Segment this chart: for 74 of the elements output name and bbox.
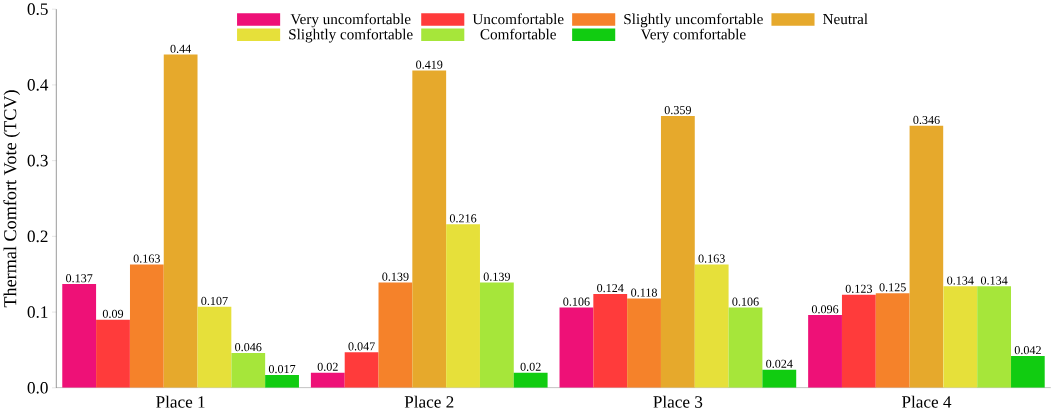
data-label: 0.216	[449, 214, 477, 223]
data-label: 0.139	[483, 272, 510, 281]
bar	[446, 224, 480, 388]
data-label: 0.44	[170, 44, 192, 53]
data-label: 0.042	[1014, 345, 1041, 355]
data-label: 0.017	[268, 364, 296, 374]
bar	[231, 352, 266, 388]
x-tick-label: Place 2	[404, 395, 454, 408]
data-label: 0.419	[416, 60, 443, 69]
bar	[62, 284, 97, 388]
bar	[479, 282, 514, 388]
x-tick-label: Place 3	[653, 395, 703, 408]
legend-label: Very comfortable	[640, 28, 746, 43]
bar	[310, 372, 345, 388]
data-label: 0.346	[913, 115, 940, 125]
data-label: 0.02	[520, 362, 541, 371]
data-label: 0.106	[732, 297, 759, 306]
legend-label: Slightly comfortable	[289, 28, 413, 43]
bar	[593, 293, 628, 388]
data-label: 0.096	[811, 305, 839, 314]
legend-label: Comfortable	[480, 28, 556, 40]
data-label: 0.118	[631, 288, 657, 297]
y-tick-label: 0.3	[27, 154, 48, 167]
bar	[412, 70, 447, 388]
data-label: 0.134	[947, 276, 974, 285]
legend-label: Slightly uncomfortable	[624, 13, 763, 28]
data-label: 0.125	[879, 283, 906, 292]
bar	[909, 125, 944, 388]
data-label: 0.163	[133, 254, 160, 263]
data-label: 0.106	[563, 297, 590, 306]
bar	[1011, 355, 1045, 388]
data-label: 0.134	[980, 276, 1008, 285]
legend-label: Uncomfortable	[472, 13, 564, 25]
bar	[96, 319, 130, 388]
y-axis-title: Thermal Comfort Vote (TCV)	[3, 90, 21, 308]
data-label: 0.139	[382, 272, 409, 281]
bar	[163, 54, 198, 388]
data-label: 0.123	[845, 284, 873, 293]
legend-label: Very uncomfortable	[290, 13, 411, 28]
bar	[875, 293, 910, 388]
data-label: 0.137	[66, 274, 93, 283]
bar	[378, 282, 413, 388]
data-label: 0.163	[698, 254, 725, 263]
data-label: 0.046	[235, 342, 262, 352]
data-label: 0.359	[664, 105, 691, 115]
y-tick-label: 0.4	[27, 79, 49, 91]
x-tick-label: Place 1	[156, 395, 205, 408]
bar	[977, 286, 1012, 388]
y-tick-label: 0.0	[27, 381, 48, 394]
bar	[943, 286, 978, 388]
legend-label: Neutral	[823, 13, 868, 25]
bar	[627, 298, 661, 388]
bar	[344, 352, 379, 388]
bar	[728, 307, 763, 388]
bar	[762, 369, 797, 388]
x-tick-label: Place 4	[901, 395, 952, 408]
data-label: 0.107	[201, 296, 228, 306]
data-label: 0.124	[597, 283, 624, 293]
y-tick-label: 0.5	[27, 3, 48, 15]
bar	[197, 306, 232, 388]
bar	[841, 294, 876, 388]
bar	[559, 307, 594, 388]
bar	[129, 264, 164, 388]
bar	[808, 315, 842, 388]
y-tick-label: 0.2	[27, 230, 48, 243]
data-label: 0.047	[348, 342, 375, 351]
bar	[660, 115, 695, 388]
data-label: 0.024	[766, 359, 793, 368]
y-tick-label: 0.1	[27, 306, 48, 318]
bar	[694, 264, 729, 388]
bar	[513, 372, 548, 388]
bar	[265, 374, 299, 388]
data-label: 0.09	[102, 309, 124, 318]
data-label: 0.02	[317, 362, 338, 371]
